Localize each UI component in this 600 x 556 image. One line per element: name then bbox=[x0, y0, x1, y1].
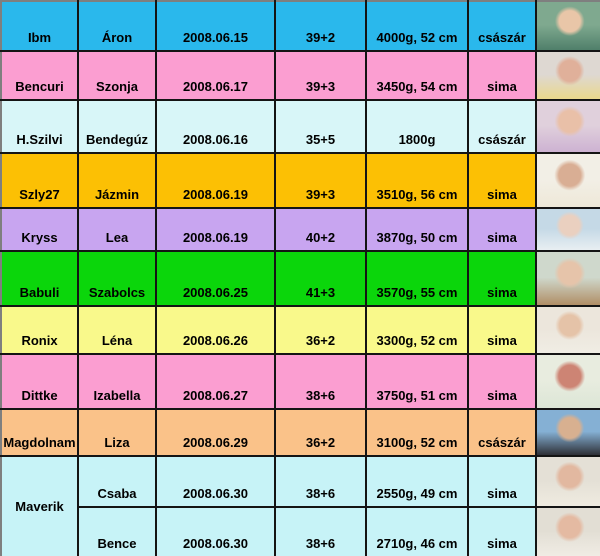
cell-birth-type: sima bbox=[467, 305, 537, 355]
table-row: Szly27 Jázmin 2008.06.19 39+3 3510g, 56 … bbox=[0, 152, 600, 209]
cell-birth-type: sima bbox=[467, 353, 537, 410]
photo-thumbnail[interactable] bbox=[535, 50, 600, 101]
baby-photo bbox=[538, 102, 599, 151]
photo-thumbnail[interactable] bbox=[535, 455, 600, 508]
cell-weight-length: 2550g, 49 cm bbox=[365, 455, 469, 508]
table-row: Babuli Szabolcs 2008.06.25 41+3 3570g, 5… bbox=[0, 250, 600, 307]
cell-gestation-week: 41+3 bbox=[274, 250, 367, 307]
cell-birth-type: sima bbox=[467, 50, 537, 101]
cell-weight-length: 4000g, 52 cm bbox=[365, 0, 469, 52]
cell-birth-date: 2008.06.16 bbox=[155, 99, 276, 154]
cell-username: Szly27 bbox=[0, 152, 79, 209]
cell-weight-length: 3750g, 51 cm bbox=[365, 353, 469, 410]
cell-birth-date: 2008.06.26 bbox=[155, 305, 276, 355]
cell-gestation-week: 39+3 bbox=[274, 152, 367, 209]
photo-thumbnail[interactable] bbox=[535, 408, 600, 457]
table-row: Maverik Csaba 2008.06.30 38+6 2550g, 49 … bbox=[0, 455, 600, 556]
table-row: Dittke Izabella 2008.06.27 38+6 3750g, 5… bbox=[0, 353, 600, 410]
cell-weight-length: 3570g, 55 cm bbox=[365, 250, 469, 307]
cell-username: Maverik bbox=[0, 455, 79, 556]
cell-birth-date: 2008.06.15 bbox=[155, 0, 276, 52]
photo-thumbnail[interactable] bbox=[535, 250, 600, 307]
cell-weight-length: 3870g, 50 cm bbox=[365, 207, 469, 252]
cell-birth-date: 2008.06.17 bbox=[155, 50, 276, 101]
photo-thumbnail[interactable] bbox=[535, 99, 600, 154]
baby-photo bbox=[538, 509, 599, 555]
cell-weight-length: 2710g, 46 cm bbox=[365, 506, 469, 556]
cell-baby-name: Szonja bbox=[77, 50, 157, 101]
table-row: Magdolnam Liza 2008.06.29 36+2 3100g, 52… bbox=[0, 408, 600, 457]
cell-baby-name: Bendegúz bbox=[77, 99, 157, 154]
photo-thumbnail[interactable] bbox=[535, 207, 600, 252]
cell-baby-name: Lea bbox=[77, 207, 157, 252]
cell-weight-length: 3510g, 56 cm bbox=[365, 152, 469, 209]
cell-birth-type: sima bbox=[467, 455, 537, 508]
cell-baby-name: Áron bbox=[77, 0, 157, 52]
cell-baby-name: Izabella bbox=[77, 353, 157, 410]
cell-gestation-week: 36+2 bbox=[274, 408, 367, 457]
cell-birth-date: 2008.06.30 bbox=[155, 455, 276, 508]
cell-birth-date: 2008.06.19 bbox=[155, 152, 276, 209]
table-row: Ibm Áron 2008.06.15 39+2 4000g, 52 cm cs… bbox=[0, 0, 600, 52]
baby-photo bbox=[538, 53, 599, 98]
cell-birth-date: 2008.06.25 bbox=[155, 250, 276, 307]
table-row: Bence 2008.06.30 38+6 2710g, 46 cm sima bbox=[1, 506, 600, 556]
cell-username: Magdolnam bbox=[0, 408, 79, 457]
baby-photo bbox=[538, 356, 599, 407]
cell-weight-length: 3100g, 52 cm bbox=[365, 408, 469, 457]
cell-gestation-week: 36+2 bbox=[274, 305, 367, 355]
cell-birth-type: császár bbox=[467, 99, 537, 154]
cell-username: Kryss bbox=[0, 207, 79, 252]
baby-photo bbox=[538, 253, 599, 304]
cell-weight-length: 1800g bbox=[365, 99, 469, 154]
cell-baby-name: Bence bbox=[77, 506, 157, 556]
cell-birth-type: sima bbox=[467, 506, 537, 556]
baby-photo bbox=[538, 210, 599, 249]
cell-birth-date: 2008.06.19 bbox=[155, 207, 276, 252]
cell-gestation-week: 40+2 bbox=[274, 207, 367, 252]
cell-gestation-week: 39+3 bbox=[274, 50, 367, 101]
photo-thumbnail[interactable] bbox=[535, 506, 600, 556]
cell-gestation-week: 39+2 bbox=[274, 0, 367, 52]
cell-username: H.Szilvi bbox=[0, 99, 79, 154]
table-row: Bencuri Szonja 2008.06.17 39+3 3450g, 54… bbox=[0, 50, 600, 101]
baby-photo bbox=[538, 411, 599, 454]
baby-photo bbox=[538, 3, 599, 49]
cell-baby-name: Szabolcs bbox=[77, 250, 157, 307]
baby-photo bbox=[538, 155, 599, 206]
cell-gestation-week: 38+6 bbox=[274, 506, 367, 556]
photo-thumbnail[interactable] bbox=[535, 0, 600, 52]
cell-username: Dittke bbox=[0, 353, 79, 410]
baby-photo bbox=[538, 458, 599, 505]
cell-baby-name: Léna bbox=[77, 305, 157, 355]
cell-birth-type: sima bbox=[467, 207, 537, 252]
cell-birth-date: 2008.06.29 bbox=[155, 408, 276, 457]
cell-username: Ibm bbox=[0, 0, 79, 52]
cell-baby-name: Csaba bbox=[77, 455, 157, 508]
cell-baby-name: Liza bbox=[77, 408, 157, 457]
table-row: Ronix Léna 2008.06.26 36+2 3300g, 52 cm … bbox=[0, 305, 600, 355]
baby-photo bbox=[538, 308, 599, 352]
cell-baby-name: Jázmin bbox=[77, 152, 157, 209]
cell-birth-date: 2008.06.27 bbox=[155, 353, 276, 410]
cell-username: Bencuri bbox=[0, 50, 79, 101]
cell-weight-length: 3300g, 52 cm bbox=[365, 305, 469, 355]
cell-birth-type: császár bbox=[467, 0, 537, 52]
cell-gestation-week: 35+5 bbox=[274, 99, 367, 154]
cell-birth-type: sima bbox=[467, 152, 537, 209]
photo-thumbnail[interactable] bbox=[535, 305, 600, 355]
cell-username: Babuli bbox=[0, 250, 79, 307]
table-row: H.Szilvi Bendegúz 2008.06.16 35+5 1800g … bbox=[0, 99, 600, 154]
photo-thumbnail[interactable] bbox=[535, 353, 600, 410]
cell-birth-type: császár bbox=[467, 408, 537, 457]
cell-birth-date: 2008.06.30 bbox=[155, 506, 276, 556]
cell-gestation-week: 38+6 bbox=[274, 455, 367, 508]
cell-username: Ronix bbox=[0, 305, 79, 355]
photo-thumbnail[interactable] bbox=[535, 152, 600, 209]
cell-gestation-week: 38+6 bbox=[274, 353, 367, 410]
cell-birth-type: sima bbox=[467, 250, 537, 307]
cell-weight-length: 3450g, 54 cm bbox=[365, 50, 469, 101]
table-row: Kryss Lea 2008.06.19 40+2 3870g, 50 cm s… bbox=[0, 207, 600, 252]
